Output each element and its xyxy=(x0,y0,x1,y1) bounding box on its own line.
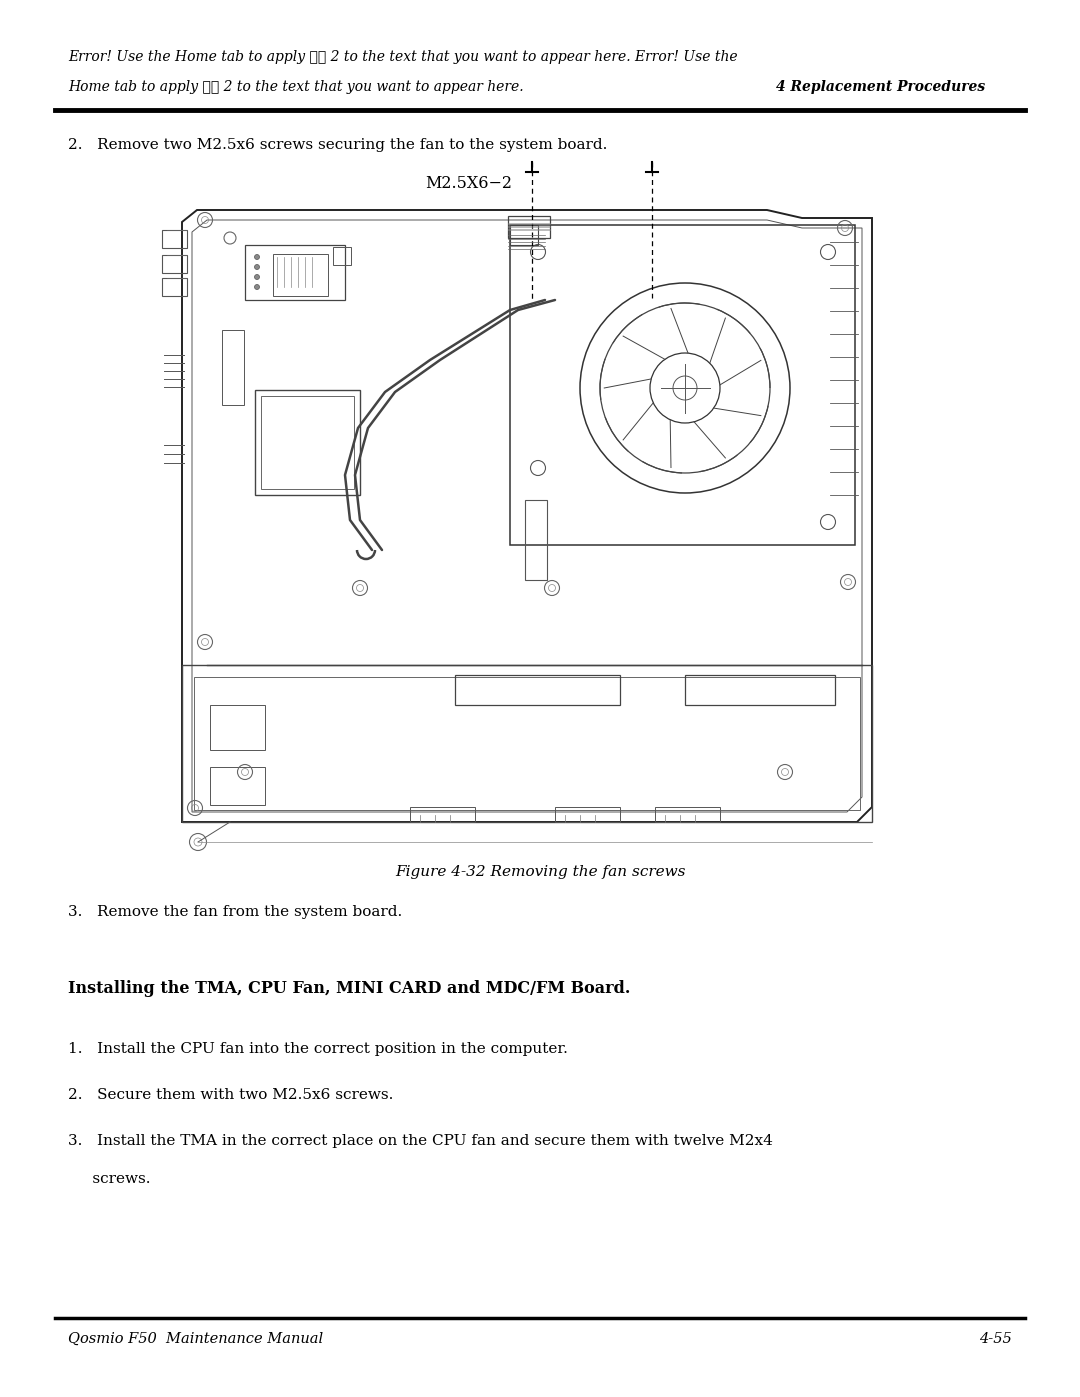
Text: 4-55: 4-55 xyxy=(980,1331,1012,1345)
Bar xyxy=(210,705,265,750)
Text: 2.   Remove two M2.5x6 screws securing the fan to the system board.: 2. Remove two M2.5x6 screws securing the… xyxy=(68,138,607,152)
Text: Installing the TMA, CPU Fan, MINI CARD and MDC/FM Board.: Installing the TMA, CPU Fan, MINI CARD a… xyxy=(68,981,631,997)
Circle shape xyxy=(255,254,259,260)
Bar xyxy=(654,807,720,821)
Bar xyxy=(245,244,345,300)
Text: 2.   Secure them with two M2.5x6 screws.: 2. Secure them with two M2.5x6 screws. xyxy=(68,1088,393,1102)
Bar xyxy=(508,217,550,237)
Bar xyxy=(162,278,187,296)
Text: Error! Use the Home tab to apply 標題 2 to the text that you want to appear here. : Error! Use the Home tab to apply 標題 2 to… xyxy=(68,50,738,64)
Text: 3.   Install the TMA in the correct place on the CPU fan and secure them with tw: 3. Install the TMA in the correct place … xyxy=(68,1134,773,1148)
Text: 3.   Remove the fan from the system board.: 3. Remove the fan from the system board. xyxy=(68,905,402,919)
Bar xyxy=(210,767,265,805)
Text: 4 Replacement Procedures: 4 Replacement Procedures xyxy=(775,80,985,94)
Bar xyxy=(455,675,620,705)
Bar xyxy=(273,254,328,296)
Bar xyxy=(510,225,855,545)
Bar xyxy=(261,395,354,489)
Bar xyxy=(685,675,835,705)
Circle shape xyxy=(255,285,259,289)
Text: Figure 4-32 Removing the fan screws: Figure 4-32 Removing the fan screws xyxy=(395,865,685,879)
Bar xyxy=(555,807,620,821)
Bar xyxy=(183,665,872,821)
Bar xyxy=(410,807,475,821)
Bar xyxy=(194,678,860,810)
Text: M2.5X6−2: M2.5X6−2 xyxy=(426,175,512,191)
Bar xyxy=(222,330,244,405)
Bar xyxy=(255,390,360,495)
Text: 1.   Install the CPU fan into the correct position in the computer.: 1. Install the CPU fan into the correct … xyxy=(68,1042,568,1056)
Circle shape xyxy=(255,264,259,270)
Bar xyxy=(510,225,538,244)
Bar xyxy=(162,231,187,249)
Bar xyxy=(525,500,546,580)
Circle shape xyxy=(255,274,259,279)
Bar xyxy=(333,247,351,265)
Text: screws.: screws. xyxy=(68,1172,150,1186)
Text: Home tab to apply 標題 2 to the text that you want to appear here.: Home tab to apply 標題 2 to the text that … xyxy=(68,80,524,94)
Bar xyxy=(162,256,187,272)
Text: Qosmio F50  Maintenance Manual: Qosmio F50 Maintenance Manual xyxy=(68,1331,323,1345)
